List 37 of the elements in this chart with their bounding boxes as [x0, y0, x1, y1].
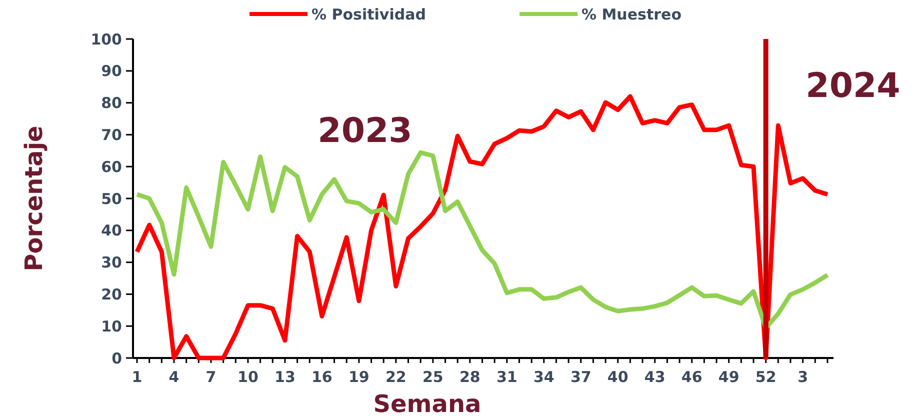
y-tick-label: 90 — [101, 62, 122, 80]
line-series — [134, 150, 830, 330]
x-tick-label: 19 — [348, 368, 370, 386]
y-tick-label: 0 — [112, 349, 122, 368]
x-axis-title: Semana — [373, 390, 482, 416]
x-tick-label: 46 — [681, 368, 702, 386]
legend-label: % Positividad — [312, 5, 426, 24]
y-tick-label: 20 — [101, 285, 122, 304]
y-tick-label: 40 — [101, 222, 122, 240]
y-tick-label: 100 — [90, 30, 122, 48]
y-tick-label: 80 — [101, 94, 122, 112]
y-tick-label: 70 — [101, 126, 122, 144]
x-tick-label: 1 — [132, 368, 142, 386]
legend-label: % Muestreo — [582, 5, 682, 24]
x-tick-label: 10 — [238, 368, 258, 386]
x-tick-label: 52 — [755, 368, 776, 386]
x-tick-label: 28 — [459, 368, 480, 386]
x-tick-label: 7 — [206, 368, 216, 386]
y-tick-label: 60 — [101, 158, 122, 176]
x-tick-label: 13 — [274, 368, 296, 386]
annotation: 2023 — [318, 111, 412, 151]
y-tick-label: 30 — [101, 254, 122, 272]
x-tick-label: 34 — [533, 368, 554, 386]
x-tick-label: 25 — [422, 368, 444, 386]
x-tick-label: 3 — [798, 368, 808, 386]
x-tick-label: 16 — [312, 368, 332, 386]
x-tick-label: 31 — [496, 368, 518, 386]
x-tick-label: 22 — [385, 368, 406, 386]
annotation: 2024 — [806, 66, 900, 106]
y-tick-label: 10 — [101, 317, 122, 336]
y-axis-title: Porcentaje — [20, 126, 48, 272]
x-tick-label: 4 — [168, 368, 180, 386]
x-tick-label: 49 — [718, 368, 740, 386]
x-tick-label: 37 — [570, 368, 592, 386]
x-tick-label: 43 — [644, 368, 666, 386]
x-tick-label: 40 — [607, 368, 628, 386]
y-tick-label: 50 — [101, 190, 122, 208]
